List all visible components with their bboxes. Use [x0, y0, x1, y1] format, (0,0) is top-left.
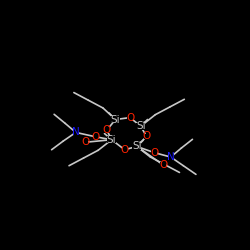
Text: N: N: [72, 128, 80, 138]
FancyBboxPatch shape: [73, 130, 79, 135]
FancyBboxPatch shape: [127, 115, 133, 120]
Text: O: O: [92, 132, 100, 142]
Text: O: O: [159, 160, 167, 170]
Text: N: N: [167, 152, 174, 162]
FancyBboxPatch shape: [144, 134, 150, 139]
FancyBboxPatch shape: [168, 154, 174, 160]
FancyBboxPatch shape: [122, 147, 128, 152]
Text: Si: Si: [136, 121, 145, 131]
Text: O: O: [120, 145, 129, 155]
FancyBboxPatch shape: [132, 143, 141, 150]
FancyBboxPatch shape: [152, 150, 157, 155]
Text: O: O: [150, 148, 158, 158]
FancyBboxPatch shape: [82, 140, 88, 145]
FancyBboxPatch shape: [107, 136, 116, 143]
Text: O: O: [82, 137, 90, 147]
Text: Si: Si: [107, 135, 117, 145]
Text: O: O: [103, 125, 111, 135]
Text: O: O: [142, 132, 151, 141]
Text: Si: Si: [132, 142, 142, 152]
FancyBboxPatch shape: [136, 122, 145, 130]
FancyBboxPatch shape: [111, 116, 120, 123]
Text: Si: Si: [111, 114, 120, 124]
Text: O: O: [126, 112, 134, 122]
FancyBboxPatch shape: [160, 162, 166, 168]
FancyBboxPatch shape: [93, 134, 99, 140]
FancyBboxPatch shape: [104, 128, 110, 133]
